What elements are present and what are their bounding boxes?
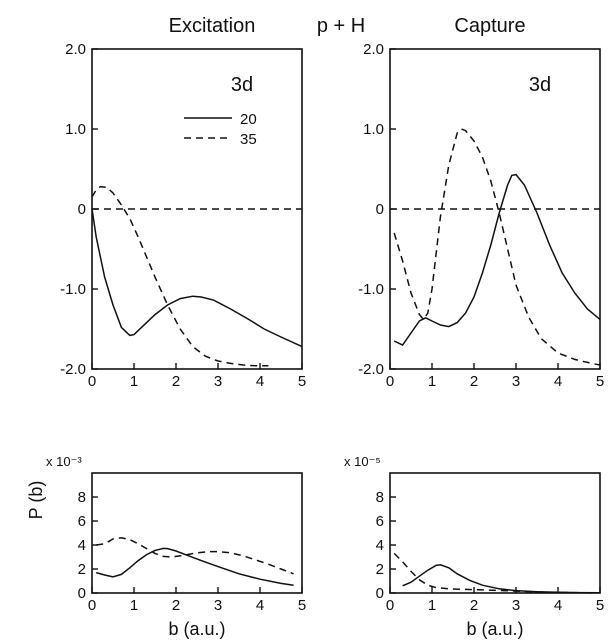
x-tick-label: 4 [554, 373, 562, 390]
y-tick-label: -2.0 [60, 361, 86, 378]
plot-frame [91, 48, 303, 370]
panel-label: 3d [231, 74, 253, 96]
y-tick-label: 2 [78, 561, 86, 578]
y-tick-label: 4 [78, 537, 86, 554]
x-tick-label: 5 [596, 373, 604, 390]
plot-frame [389, 48, 601, 370]
x-tick-label: 2 [172, 597, 180, 614]
panel-label: 3d [529, 74, 551, 96]
series-line-20 [402, 564, 601, 594]
scale-factor-label: x 10⁻³ [46, 454, 82, 469]
x-tick-label: 0 [386, 597, 394, 614]
y-tick-label: 1.0 [65, 121, 86, 138]
series-line-35 [393, 552, 592, 594]
x-tick-label: 5 [596, 597, 604, 614]
x-tick-label: 4 [256, 373, 264, 390]
y-tick-label: 0 [78, 585, 86, 602]
series-line-35 [96, 537, 294, 575]
plot-frame [91, 472, 303, 594]
series-line-35 [393, 128, 601, 366]
y-tick-label: -1.0 [60, 281, 86, 298]
x-tick-label: 1 [130, 373, 138, 390]
y-tick-label: -1.0 [358, 281, 384, 298]
p-of-b-axis-label: P (b) [26, 481, 46, 520]
y-tick-label: 8 [376, 489, 384, 506]
x-tick-label: 3 [214, 373, 222, 390]
scale-factor-label: x 10⁻⁵ [344, 454, 381, 469]
y-tick-label: 0 [376, 201, 384, 218]
x-tick-label: 0 [88, 597, 96, 614]
x-tick-label: 1 [428, 597, 436, 614]
series-line-20 [393, 173, 601, 346]
y-tick-label: 0 [376, 585, 384, 602]
title-excitation: Excitation [169, 15, 256, 37]
y-tick-label: 2 [376, 561, 384, 578]
x-axis-label: b (a.u.) [168, 619, 225, 639]
x-tick-label: 2 [470, 373, 478, 390]
x-axis-label: b (a.u.) [466, 619, 523, 639]
plot-frame [389, 472, 601, 594]
y-tick-label: 8 [78, 489, 86, 506]
x-tick-label: 5 [298, 373, 306, 390]
series-line-35 [91, 185, 269, 367]
y-tick-label: 2.0 [363, 41, 384, 58]
title-capture: Capture [454, 15, 525, 37]
x-tick-label: 4 [554, 597, 562, 614]
y-tick-label: 6 [376, 513, 384, 530]
x-tick-label: 3 [214, 597, 222, 614]
y-tick-label: 2.0 [65, 41, 86, 58]
y-tick-label: -2.0 [358, 361, 384, 378]
y-tick-label: 1.0 [363, 121, 384, 138]
x-tick-label: 1 [428, 373, 436, 390]
y-tick-label: 0 [78, 201, 86, 218]
y-tick-label: 4 [376, 537, 384, 554]
legend-label: 35 [240, 131, 257, 148]
x-tick-label: 3 [512, 597, 520, 614]
capture-top-panel: 0 1 2 3 4 5 -2.0 -1.0 0 1.0 2.0 3d [358, 41, 604, 390]
x-tick-label: 5 [298, 597, 306, 614]
excitation-top-panel: 0 1 2 3 4 5 -2.0 -1.0 0 1.0 2.0 3d 20 35 [60, 41, 306, 390]
x-tick-label: 2 [172, 373, 180, 390]
x-tick-label: 2 [470, 597, 478, 614]
x-tick-label: 3 [512, 373, 520, 390]
series-line-20 [91, 208, 303, 348]
legend-label: 20 [240, 111, 257, 128]
x-tick-label: 1 [130, 597, 138, 614]
x-tick-label: 4 [256, 597, 264, 614]
title-p-plus-h: p + H [317, 15, 365, 37]
series-line-20 [95, 547, 294, 586]
excitation-bottom-panel: 0 1 2 3 4 5 0 2 4 6 8 x 10⁻³ b (a.u.) [46, 454, 306, 639]
x-tick-label: 0 [88, 373, 96, 390]
x-tick-label: 0 [386, 373, 394, 390]
capture-bottom-panel: 0 1 2 3 4 5 0 2 4 6 8 x 10⁻⁵ b (a.u.) [344, 454, 604, 639]
y-tick-label: 6 [78, 513, 86, 530]
